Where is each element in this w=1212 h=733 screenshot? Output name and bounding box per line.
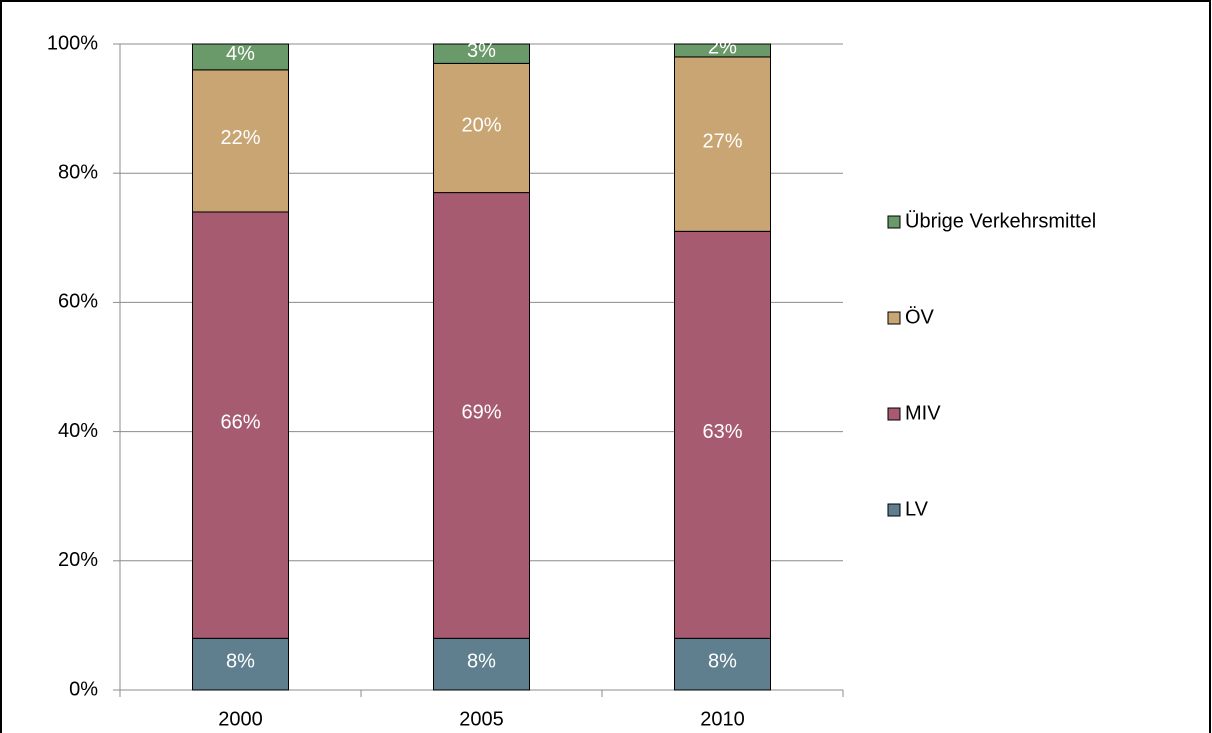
data-label: 27%	[702, 130, 742, 152]
x-tick-label: 2005	[459, 708, 504, 730]
legend-marker	[887, 311, 901, 325]
legend-marker	[887, 215, 901, 229]
legend-label: MIV	[905, 402, 941, 424]
bar-segment	[433, 192, 530, 639]
data-label: 8%	[708, 650, 737, 672]
legend-label: LV	[905, 498, 929, 520]
data-label: 8%	[226, 650, 255, 672]
bar-segment	[674, 56, 771, 232]
y-tick-label: 20%	[58, 549, 98, 571]
bar-segment	[192, 43, 289, 71]
data-label: 63%	[702, 421, 742, 443]
data-label: 3%	[467, 40, 496, 62]
data-label: 22%	[220, 127, 260, 149]
bar-segment	[192, 69, 289, 213]
data-label: 4%	[226, 43, 255, 65]
data-label: 8%	[467, 650, 496, 672]
y-tick-label: 80%	[58, 161, 98, 183]
bar-segment	[192, 637, 289, 691]
bar-segment	[433, 637, 530, 691]
data-label: 69%	[461, 402, 501, 424]
bar-segment	[674, 230, 771, 639]
bar-segment	[674, 637, 771, 691]
data-label: 20%	[461, 114, 501, 136]
data-label: 66%	[220, 411, 260, 433]
x-tick-label: 2010	[700, 708, 745, 730]
y-tick-label: 100%	[47, 32, 98, 54]
legend-marker	[887, 503, 901, 517]
y-tick-label: 0%	[69, 678, 98, 700]
legend-label: Übrige Verkehrsmittel	[905, 210, 1096, 232]
legend-label: ÖV	[905, 306, 935, 328]
bar-segment	[433, 43, 530, 64]
y-tick-label: 60%	[58, 291, 98, 313]
x-tick-label: 2000	[218, 708, 263, 730]
data-label: 2%	[708, 37, 737, 59]
bar-segment	[192, 211, 289, 639]
bar-segment	[674, 43, 771, 58]
y-tick-label: 40%	[58, 420, 98, 442]
legend-marker	[887, 407, 901, 421]
